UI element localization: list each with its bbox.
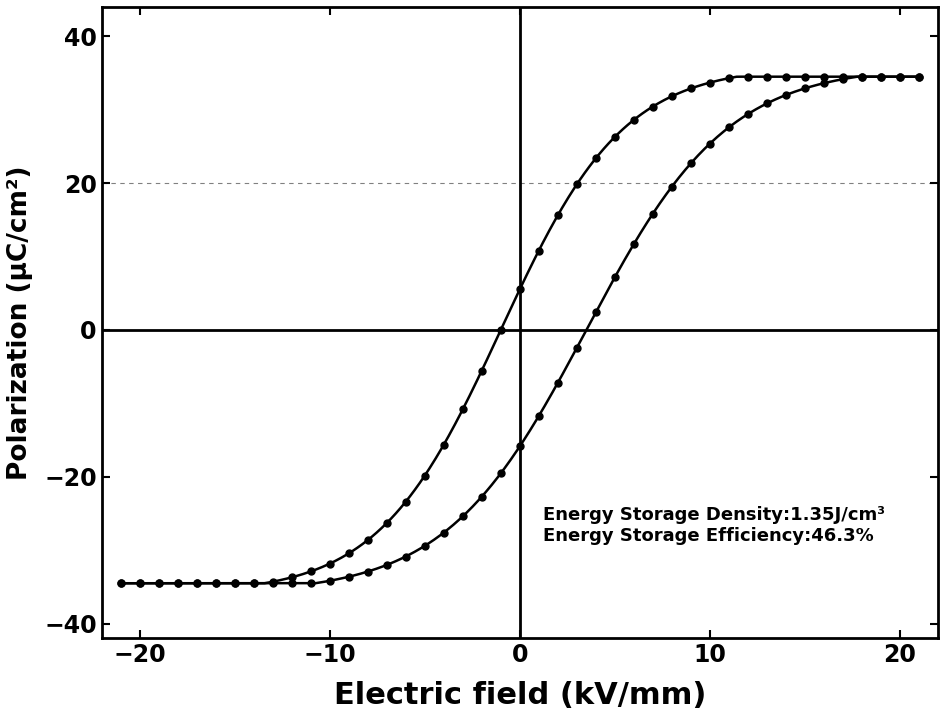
Text: Energy Storage Density:1.35J/cm³
Energy Storage Efficiency:46.3%: Energy Storage Density:1.35J/cm³ Energy … [542, 506, 884, 545]
Y-axis label: Polarization (μC/cm²): Polarization (μC/cm²) [7, 166, 33, 480]
X-axis label: Electric field (kV/mm): Electric field (kV/mm) [333, 681, 705, 710]
